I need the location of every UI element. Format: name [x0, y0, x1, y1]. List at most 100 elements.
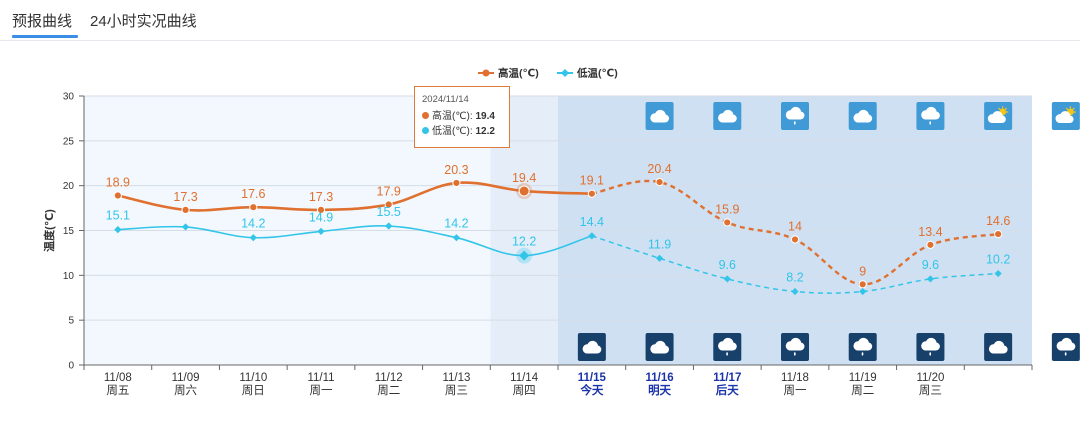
high-point[interactable]	[655, 177, 664, 187]
low-point[interactable]	[114, 226, 122, 234]
high-value-label: 15.9	[715, 202, 739, 216]
legend-label: 高温(℃)	[498, 67, 539, 80]
low-value-label: 15.1	[106, 209, 130, 223]
legend-item-low[interactable]: 低温(℃)	[557, 67, 618, 80]
x-date-label: 11/08	[104, 372, 132, 384]
x-weekday-label: 周二	[377, 384, 400, 397]
high-point[interactable]	[384, 200, 393, 209]
high-value-label: 20.3	[444, 163, 468, 177]
high-value-label: 19.1	[580, 174, 604, 188]
high-point[interactable]	[452, 178, 461, 188]
x-weekday-label: 周日	[242, 384, 265, 397]
x-date-label: 11/15	[578, 372, 607, 384]
high-point[interactable]	[994, 229, 1003, 239]
y-tick-label: 30	[63, 92, 75, 103]
high-point[interactable]	[249, 203, 258, 212]
x-weekday-label: 周一	[784, 384, 807, 397]
x-weekday-label: 周三	[445, 384, 468, 397]
low-point[interactable]	[588, 232, 596, 240]
day-weather-icon	[781, 102, 809, 130]
high-value-label: 19.4	[512, 171, 536, 185]
tooltip-high-label: 高温(℃):	[432, 111, 476, 122]
legend-marker	[561, 69, 569, 77]
x-date-label: 11/17	[713, 372, 741, 384]
low-value-label: 8.2	[786, 270, 803, 284]
x-date-label: 11/10	[239, 372, 267, 384]
high-value-label: 14.6	[986, 214, 1010, 228]
y-axis-title: 温度(℃)	[42, 209, 56, 252]
y-tick-label: 10	[63, 271, 75, 282]
high-value-label: 13.4	[918, 225, 942, 239]
legend-item-high[interactable]: 高温(℃)	[478, 67, 539, 80]
x-date-label: 11/09	[172, 372, 200, 384]
high-point[interactable]	[316, 205, 326, 214]
high-point[interactable]	[587, 189, 596, 198]
tooltip-low-value: 12.2	[475, 126, 495, 137]
tooltip-date: 2024/11/14	[422, 94, 469, 105]
high-value-label: 17.3	[309, 190, 333, 204]
x-weekday-label: 周二	[851, 384, 874, 397]
night-weather-icon	[916, 333, 945, 361]
high-point[interactable]	[858, 280, 867, 289]
tab-24h-observed-curve[interactable]: 24小时实况曲线	[90, 13, 197, 30]
low-value-label: 9.6	[922, 258, 939, 272]
day-weather-icon	[1051, 102, 1080, 130]
high-point[interactable]	[113, 191, 122, 200]
low-value-label: 14.9	[309, 210, 333, 224]
high-series-line-observed	[117, 181, 592, 212]
tab-bar: 预报曲线 24小时实况曲线	[0, 0, 1080, 41]
y-tick-label: 5	[68, 316, 74, 327]
high-point[interactable]	[181, 205, 190, 214]
y-tick-label: 25	[63, 136, 75, 147]
y-tick-label: 20	[63, 181, 75, 192]
night-weather-icon	[713, 333, 742, 361]
night-weather-icon	[1051, 333, 1080, 361]
x-weekday-label: 周三	[919, 384, 942, 397]
low-point[interactable]	[452, 234, 461, 242]
high-value-label: 17.9	[377, 184, 401, 198]
x-weekday-label: 后天	[716, 383, 739, 397]
low-point[interactable]	[249, 234, 257, 242]
night-weather-icon	[645, 333, 674, 361]
tooltip-high-value: 19.4	[475, 111, 495, 122]
low-value-label: 12.2	[512, 235, 536, 249]
low-point[interactable]	[385, 222, 393, 230]
high-point[interactable]	[518, 185, 530, 197]
high-value-label: 20.4	[647, 162, 671, 176]
night-weather-icon	[848, 333, 877, 361]
high-point[interactable]	[790, 235, 800, 244]
day-weather-icon	[645, 102, 674, 130]
low-value-label: 14.2	[444, 217, 468, 231]
high-point[interactable]	[723, 218, 732, 227]
x-date-label: 11/11	[307, 372, 334, 384]
y-tick-label: 15	[63, 226, 75, 237]
low-value-label: 11.9	[648, 237, 671, 251]
x-weekday-label: 周六	[174, 384, 197, 397]
x-weekday-label: 今天	[579, 383, 603, 397]
low-value-label: 15.5	[377, 205, 401, 219]
x-weekday-label: 明天	[648, 383, 671, 397]
high-value-label: 17.3	[173, 190, 197, 204]
low-point[interactable]	[859, 287, 867, 296]
x-date-label: 11/14	[510, 372, 539, 384]
low-point[interactable]	[317, 227, 325, 235]
legend-marker	[482, 69, 490, 77]
tooltip-low-label: 低温(℃):	[432, 126, 476, 137]
low-point[interactable]	[519, 250, 530, 261]
tab-forecast-curve[interactable]: 预报曲线	[12, 13, 73, 30]
high-dot-icon	[422, 112, 429, 119]
night-weather-icon	[781, 333, 809, 361]
low-point[interactable]	[791, 287, 799, 296]
high-point[interactable]	[926, 240, 935, 249]
x-date-label: 11/13	[442, 372, 470, 384]
day-weather-icon	[916, 102, 945, 130]
x-date-label: 11/16	[645, 372, 673, 384]
low-series-line-observed	[117, 225, 593, 257]
high-value-label: 9	[859, 264, 866, 278]
low-point[interactable]	[181, 223, 190, 231]
low-value-label: 10.2	[986, 253, 1010, 267]
low-dot-icon	[422, 127, 429, 134]
low-value-label: 9.6	[719, 258, 736, 272]
high-value-label: 14	[788, 219, 802, 233]
